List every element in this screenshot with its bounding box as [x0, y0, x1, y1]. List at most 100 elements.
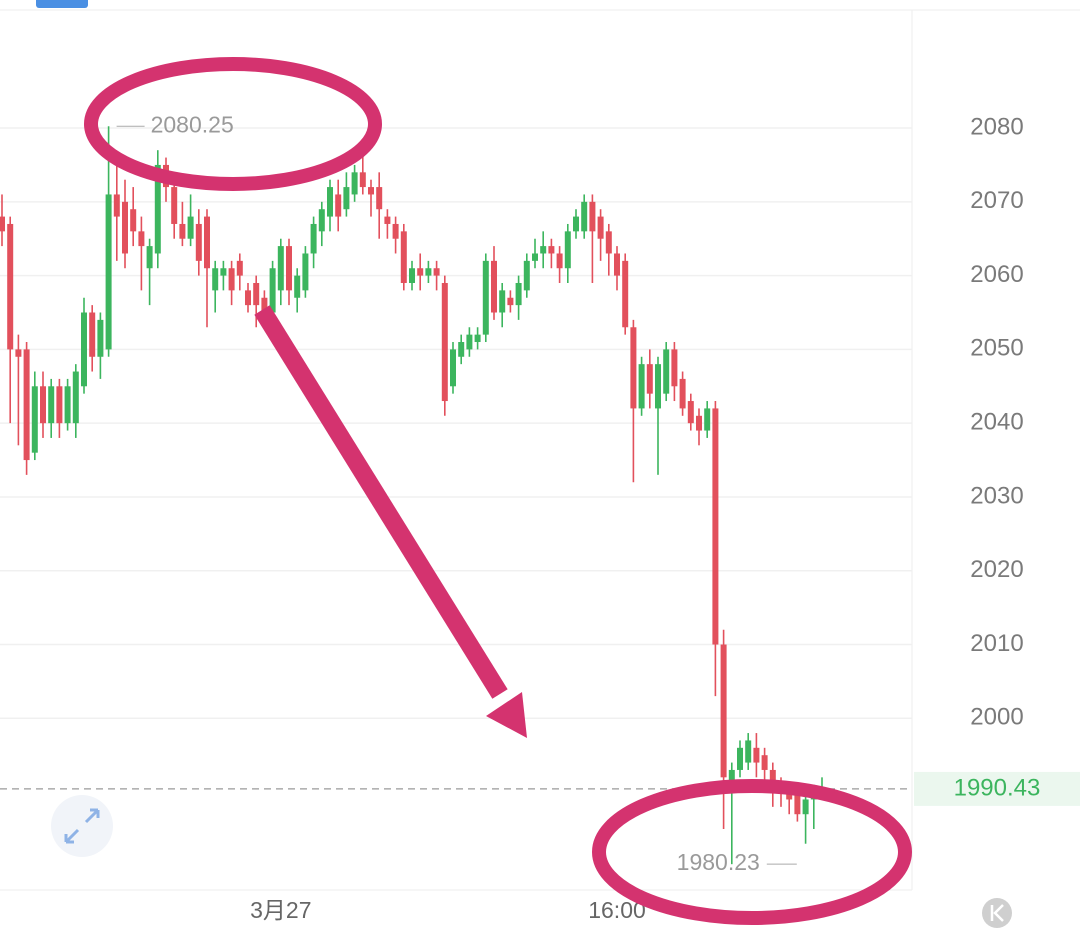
plot-area: 2000 2010 2020 2030 2040 2050 2060 2070 2080 3月27…	[0, 111, 1080, 923]
y-tick-label: 2000	[970, 704, 1023, 731]
annotations	[84, 57, 912, 925]
candle-body	[146, 246, 153, 269]
expand-icon	[64, 808, 100, 844]
candle-body	[138, 231, 145, 247]
candle-body	[605, 231, 612, 254]
candle-body	[515, 282, 522, 306]
candle-body	[130, 209, 137, 232]
candle-body	[72, 371, 79, 424]
candle-body	[187, 216, 194, 239]
collapse-icon	[990, 904, 1004, 922]
candle-body	[64, 386, 71, 424]
candle-body	[622, 260, 629, 328]
candle-body	[351, 172, 358, 195]
candle-body	[523, 260, 530, 291]
y-tick-label: 2050	[970, 335, 1023, 362]
candle-body	[269, 268, 276, 313]
candle-body	[171, 187, 178, 224]
candle-body	[409, 268, 415, 283]
highlight-ellipse	[84, 57, 382, 191]
candle-body	[179, 223, 186, 239]
candle-body	[466, 334, 473, 350]
candle-body	[474, 334, 481, 343]
candle-body	[646, 364, 653, 394]
tab-button[interactable]	[36, 0, 88, 8]
candle-body	[794, 792, 801, 815]
candle-body	[204, 216, 210, 269]
y-tick-label: 2080	[970, 113, 1023, 140]
candle-body	[638, 364, 645, 409]
candle-body	[745, 740, 752, 763]
candle-body	[491, 260, 497, 313]
arrow-head	[486, 692, 527, 738]
candle-body	[212, 268, 219, 291]
candle-body	[245, 290, 251, 306]
candle-body	[614, 253, 620, 276]
candle-body	[384, 216, 391, 224]
candle-body	[737, 747, 743, 770]
y-tick-label: 2070	[970, 187, 1023, 214]
candle-body	[327, 187, 333, 217]
candle-body	[56, 386, 63, 424]
candle-body	[343, 187, 350, 210]
candle-body	[458, 342, 465, 357]
candle-body	[540, 246, 547, 254]
candle-body	[573, 216, 579, 232]
collapse-button[interactable]	[982, 898, 1012, 928]
y-tick-label: 2030	[970, 482, 1023, 509]
candle-body	[663, 349, 670, 394]
candle-body	[195, 223, 202, 261]
candle-body	[23, 349, 30, 461]
candle-body	[761, 755, 768, 770]
candle-body	[482, 260, 489, 335]
candle-body	[228, 268, 235, 291]
candle-body	[376, 187, 383, 210]
candle-body	[359, 172, 366, 188]
candle-body	[564, 231, 571, 269]
candle-body	[655, 364, 661, 409]
candle-body	[753, 747, 760, 763]
candle-body	[696, 415, 702, 431]
candle-body	[704, 408, 711, 431]
candle-body	[720, 644, 727, 778]
y-tick-label: 2060	[970, 261, 1023, 288]
candle-body	[15, 349, 22, 357]
candle-body	[671, 349, 678, 387]
candle-body	[220, 268, 227, 276]
candle-body	[450, 349, 456, 387]
candle-body	[236, 260, 243, 276]
candle-body	[277, 246, 284, 291]
candle-body	[425, 268, 432, 276]
candle-body	[581, 201, 588, 232]
candle-body	[786, 792, 793, 800]
candle-body	[40, 386, 46, 424]
candle-body	[310, 223, 317, 254]
current-price-label: 1990.43	[954, 774, 1041, 801]
candle-body	[122, 201, 128, 254]
candle-body	[548, 246, 555, 254]
candle-body	[400, 231, 407, 283]
candle-body	[105, 194, 112, 350]
candle-body	[89, 312, 96, 357]
candle-body	[97, 319, 104, 357]
candle-body	[48, 386, 55, 424]
candle-body	[499, 290, 506, 313]
expand-button[interactable]	[51, 795, 113, 857]
candle-body	[261, 297, 268, 313]
candle-body	[302, 253, 309, 291]
candle-body	[0, 216, 5, 232]
candle-body	[712, 408, 719, 645]
y-tick-label: 2040	[970, 409, 1023, 436]
candle-body	[441, 282, 448, 402]
candle-body	[113, 194, 120, 217]
candle-body	[597, 216, 604, 239]
candle-body	[318, 209, 325, 232]
candle-body	[507, 297, 514, 306]
highlight-ellipse	[592, 779, 912, 925]
candle-body	[417, 268, 424, 276]
candle-body	[286, 246, 292, 291]
candle-body	[154, 164, 161, 254]
candle-body	[556, 253, 563, 269]
